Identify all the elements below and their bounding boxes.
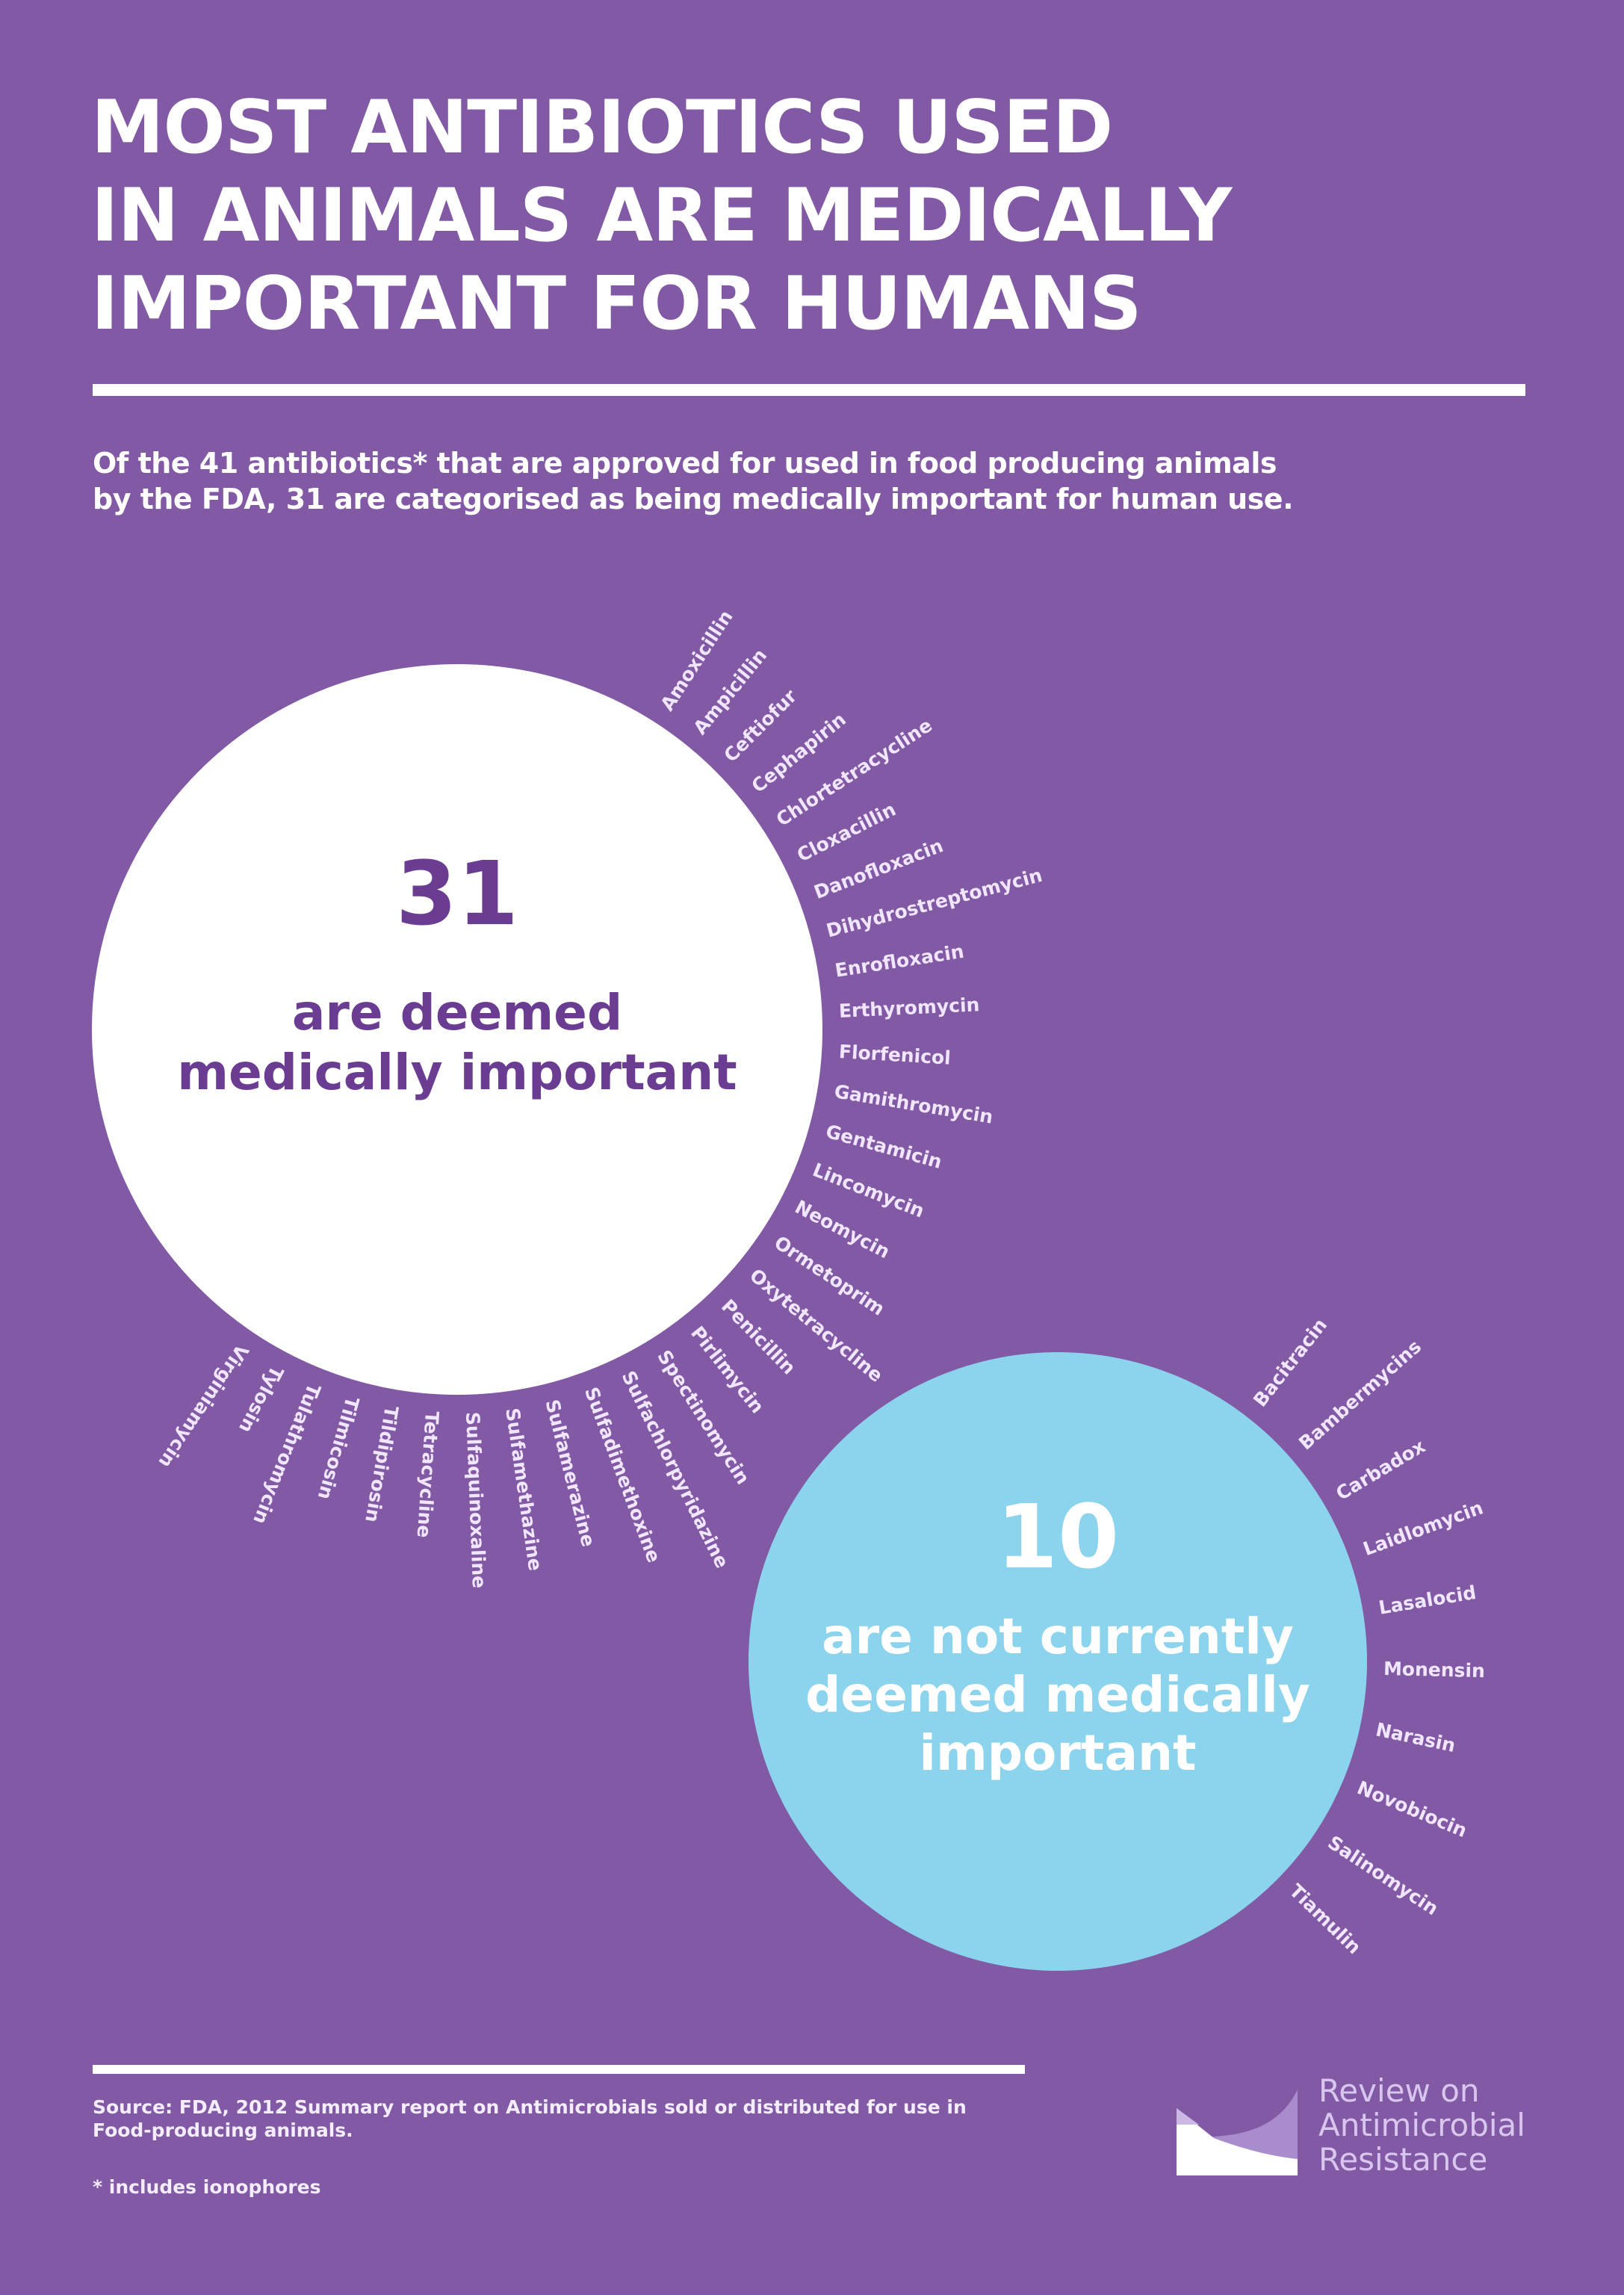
- antibiotic-label: Virginiamycin: [154, 1340, 253, 1472]
- antibiotic-label: Sulfamethazine: [501, 1406, 547, 1573]
- logo-line: Resistance: [1318, 2141, 1488, 2178]
- antibiotic-label: Bambermycins: [1295, 1335, 1426, 1455]
- not-important-count: 10: [996, 1485, 1120, 1588]
- footer-divider: [93, 2065, 1025, 2074]
- desc-line: are not currently: [822, 1608, 1294, 1665]
- header-divider: [93, 384, 1525, 396]
- antibiotic-label: Monensin: [1383, 1658, 1486, 1682]
- antibiotic-label: Lasalocid: [1377, 1582, 1478, 1620]
- desc-line: are deemed: [291, 983, 623, 1041]
- antibiotic-label: Sulfamerazine: [541, 1397, 600, 1549]
- antibiotic-label: Gentamicin: [822, 1120, 944, 1173]
- logo-text: Review on Antimicrobial Resistance: [1318, 2074, 1525, 2177]
- antibiotic-label: Tetracycline: [412, 1410, 443, 1539]
- antibiotic-label: Bacitracin: [1249, 1314, 1332, 1412]
- antibiotic-label: Gamithromycin: [832, 1080, 995, 1129]
- antibiotic-label: Novobiocin: [1354, 1777, 1471, 1842]
- not-important-description: are not currently deemed medically impor…: [805, 1608, 1310, 1783]
- logo-line: Antimicrobial: [1318, 2107, 1525, 2143]
- antibiotic-label: Laidlomycin: [1360, 1496, 1486, 1561]
- medically-important-circle: 31 are deemed medically important: [92, 664, 822, 1395]
- source-line: Food-producing animals.: [93, 2119, 353, 2141]
- antibiotic-label: Enrofloxacin: [833, 940, 966, 982]
- desc-line: medically important: [177, 1043, 737, 1101]
- title-line: IN ANIMALS ARE MEDICALLY: [91, 173, 1232, 258]
- footnote: * includes ionophores: [93, 2176, 321, 2198]
- antibiotic-label: Narasin: [1374, 1718, 1458, 1756]
- antibiotic-label: Tiamulin: [1284, 1880, 1366, 1959]
- not-important-circle: 10 are not currently deemed medically im…: [749, 1352, 1367, 1971]
- subtitle-line: by the FDA, 31 are categorised as being …: [93, 483, 1294, 515]
- source-line: Source: FDA, 2012 Summary report on Anti…: [93, 2096, 967, 2118]
- title-line: MOST ANTIBIOTICS USED: [91, 85, 1113, 170]
- antibiotic-label: Tilmicosin: [313, 1394, 364, 1503]
- antibiotic-label: Chlortetracycline: [772, 714, 937, 831]
- subtitle-line: Of the 41 antibiotics* that are approved…: [93, 447, 1277, 480]
- desc-line: deemed medically: [805, 1666, 1310, 1723]
- antibiotic-label: Tildipirosin: [361, 1404, 403, 1525]
- antibiotic-label: Sulfaquinoxaline: [461, 1411, 490, 1589]
- desc-line: important: [919, 1724, 1197, 1782]
- antibiotic-label: Florfenicol: [838, 1040, 952, 1069]
- antibiotic-label: Salinomycin: [1324, 1831, 1442, 1919]
- antibiotic-label: Sulfachlorpyridazine: [617, 1367, 734, 1572]
- page-title: MOST ANTIBIOTICS USED IN ANIMALS ARE MED…: [91, 84, 1232, 348]
- title-line: IMPORTANT FOR HUMANS: [91, 261, 1142, 347]
- important-count: 31: [395, 841, 519, 945]
- review-amr-logo-icon: [1177, 2090, 1298, 2175]
- logo-line: Review on: [1318, 2072, 1480, 2109]
- antibiotic-label: Oxytetracycline: [745, 1264, 887, 1387]
- important-description: are deemed medically important: [177, 983, 737, 1103]
- subtitle: Of the 41 antibiotics* that are approved…: [93, 445, 1437, 517]
- antibiotic-label: Tylosin: [234, 1362, 288, 1437]
- source-citation: Source: FDA, 2012 Summary report on Anti…: [93, 2096, 1026, 2142]
- antibiotic-label: Erthyromycin: [838, 994, 981, 1022]
- antibiotic-label: Carbadox: [1332, 1434, 1429, 1505]
